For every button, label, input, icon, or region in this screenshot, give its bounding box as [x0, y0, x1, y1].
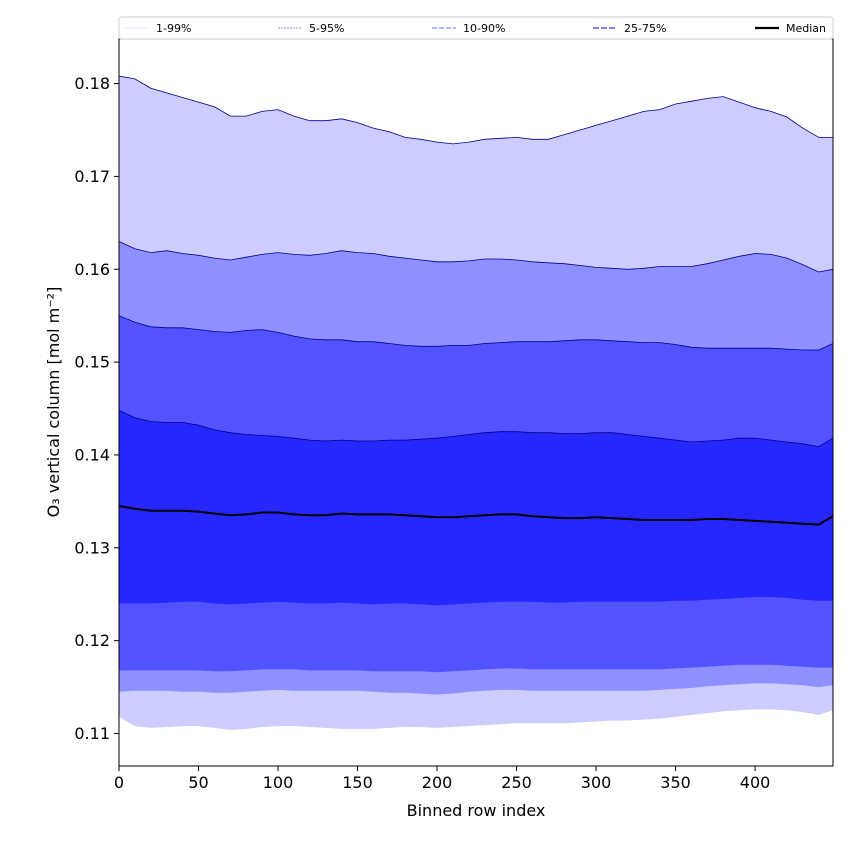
legend-label: 10-90%: [463, 22, 505, 35]
x-axis: 0 50 100 150 200 250 300 350 400: [114, 766, 770, 792]
legend-label: 5-95%: [309, 22, 344, 35]
legend-label: 25-75%: [624, 22, 666, 35]
legend: 1-99% 5-95% 10-90% 25-75% Median: [118, 16, 834, 40]
p95-line: [118, 241, 834, 273]
y-axis: 0.11 0.12 0.13 0.14 0.15 0.16 0.17 0.18: [74, 74, 119, 743]
band-25-75: [119, 410, 833, 606]
x-tick-label: 150: [342, 773, 373, 792]
y-tick-label: 0.15: [74, 353, 110, 372]
edge-layer: [118, 75, 834, 448]
median-line: [118, 505, 834, 526]
y-tick-label: 0.11: [74, 724, 110, 743]
x-axis-label: Binned row index: [407, 801, 546, 820]
legend-label: 1-99%: [156, 22, 191, 35]
x-tick-label: 300: [581, 773, 612, 792]
legend-label: Median: [786, 22, 826, 35]
band-layer: [119, 76, 833, 730]
p99-line: [118, 75, 833, 145]
y-tick-label: 0.13: [74, 538, 110, 557]
x-tick-label: 50: [188, 773, 208, 792]
y-tick-label: 0.14: [74, 445, 110, 464]
x-tick-label: 200: [422, 773, 453, 792]
x-tick-label: 250: [501, 773, 532, 792]
x-tick-label: 100: [263, 773, 294, 792]
y-tick-label: 0.12: [74, 631, 110, 650]
median-layer: [118, 505, 834, 526]
y-tick-label: 0.16: [74, 260, 110, 279]
y-tick-label: 0.18: [74, 74, 110, 93]
p75-line: [118, 410, 834, 448]
x-tick-label: 350: [660, 773, 691, 792]
y-tick-label: 0.17: [74, 167, 110, 186]
p90-line: [118, 315, 834, 351]
x-tick-label: 400: [740, 773, 771, 792]
x-tick-label: 0: [114, 773, 124, 792]
legend-box: [118, 16, 834, 40]
y-axis-label: O₃ vertical column [mol m⁻²]: [44, 287, 63, 518]
